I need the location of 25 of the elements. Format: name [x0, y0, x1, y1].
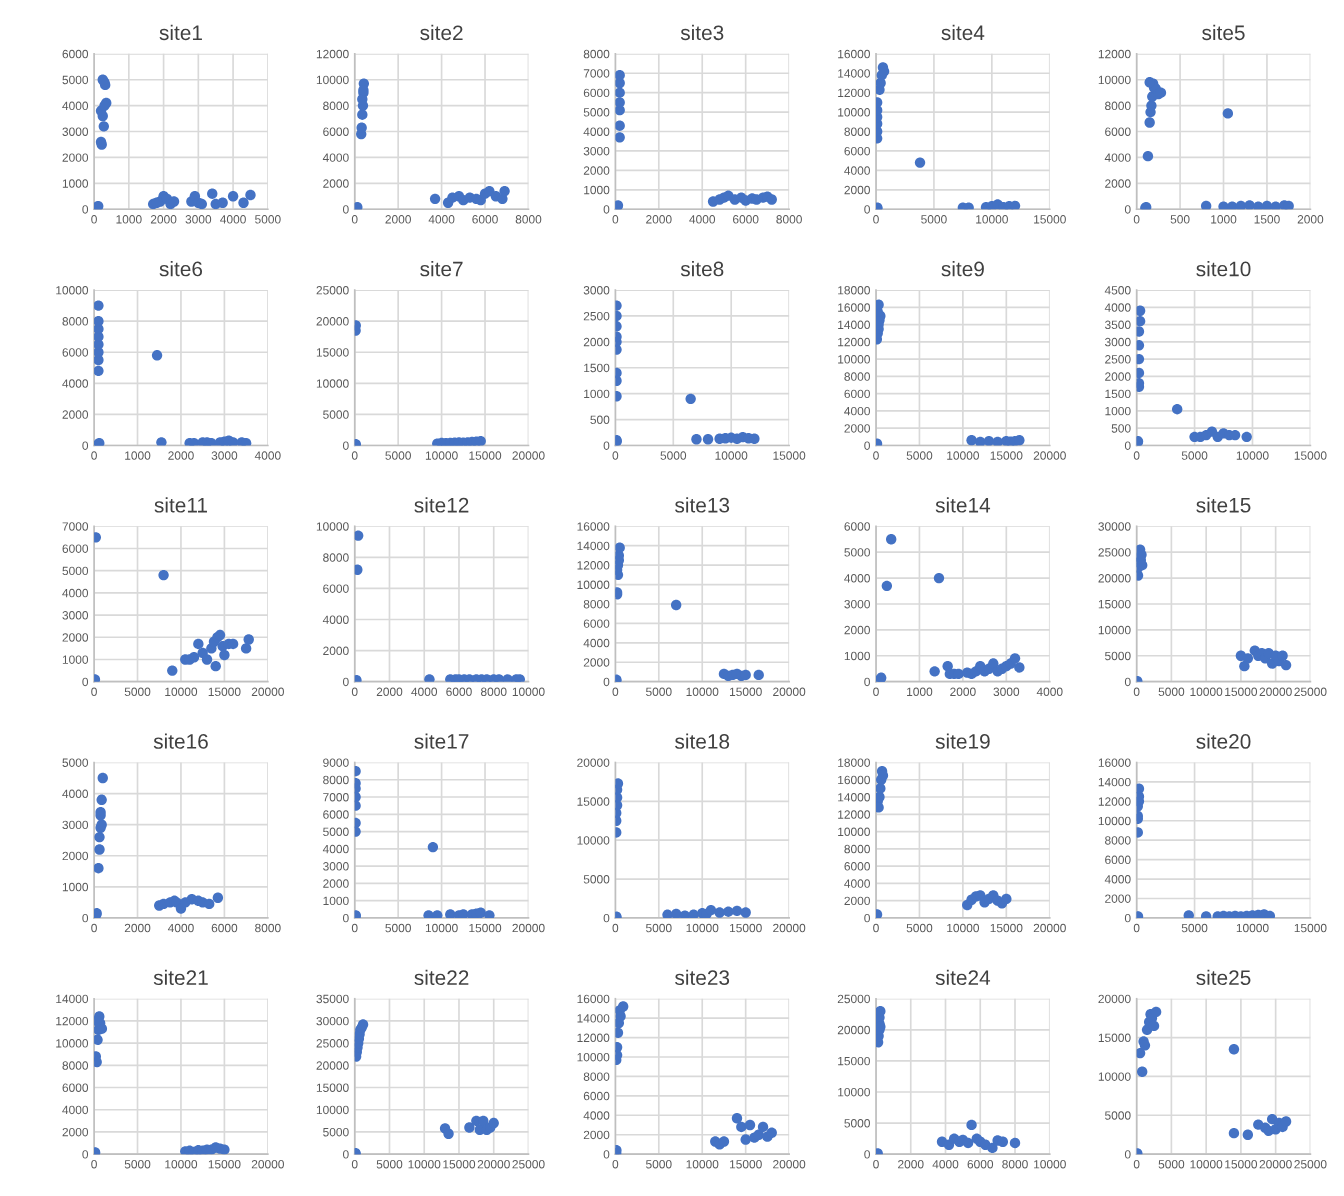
chart-title: site23	[675, 969, 730, 986]
chart-title: site15	[1196, 497, 1251, 513]
chart-title: site9	[941, 261, 984, 277]
chart-title: site18	[675, 733, 730, 749]
chart-title: site4	[941, 24, 985, 41]
chart-title: site7	[420, 261, 463, 277]
chart-title: site3	[680, 24, 724, 41]
chart-title: site20	[1196, 733, 1251, 749]
chart-title: site1	[159, 24, 202, 41]
chart-title: site17	[414, 733, 469, 749]
chart-title: site14	[935, 497, 991, 513]
chart-title: site24	[935, 969, 991, 986]
chart-title: site5	[1202, 24, 1245, 41]
chart-title: site16	[153, 733, 208, 749]
chart-title: site8	[680, 261, 724, 277]
chart-title: site11	[154, 497, 207, 513]
chart-title: site2	[420, 24, 463, 41]
chart-title: site13	[675, 497, 730, 513]
chart-title: site19	[935, 733, 990, 749]
chart-title: site25	[1196, 969, 1251, 986]
chart-title: site21	[153, 969, 208, 986]
chart-title: site10	[1196, 261, 1251, 277]
chart-title: site12	[414, 497, 469, 513]
chart-title: site22	[414, 969, 469, 986]
chart-title: site6	[159, 261, 203, 277]
